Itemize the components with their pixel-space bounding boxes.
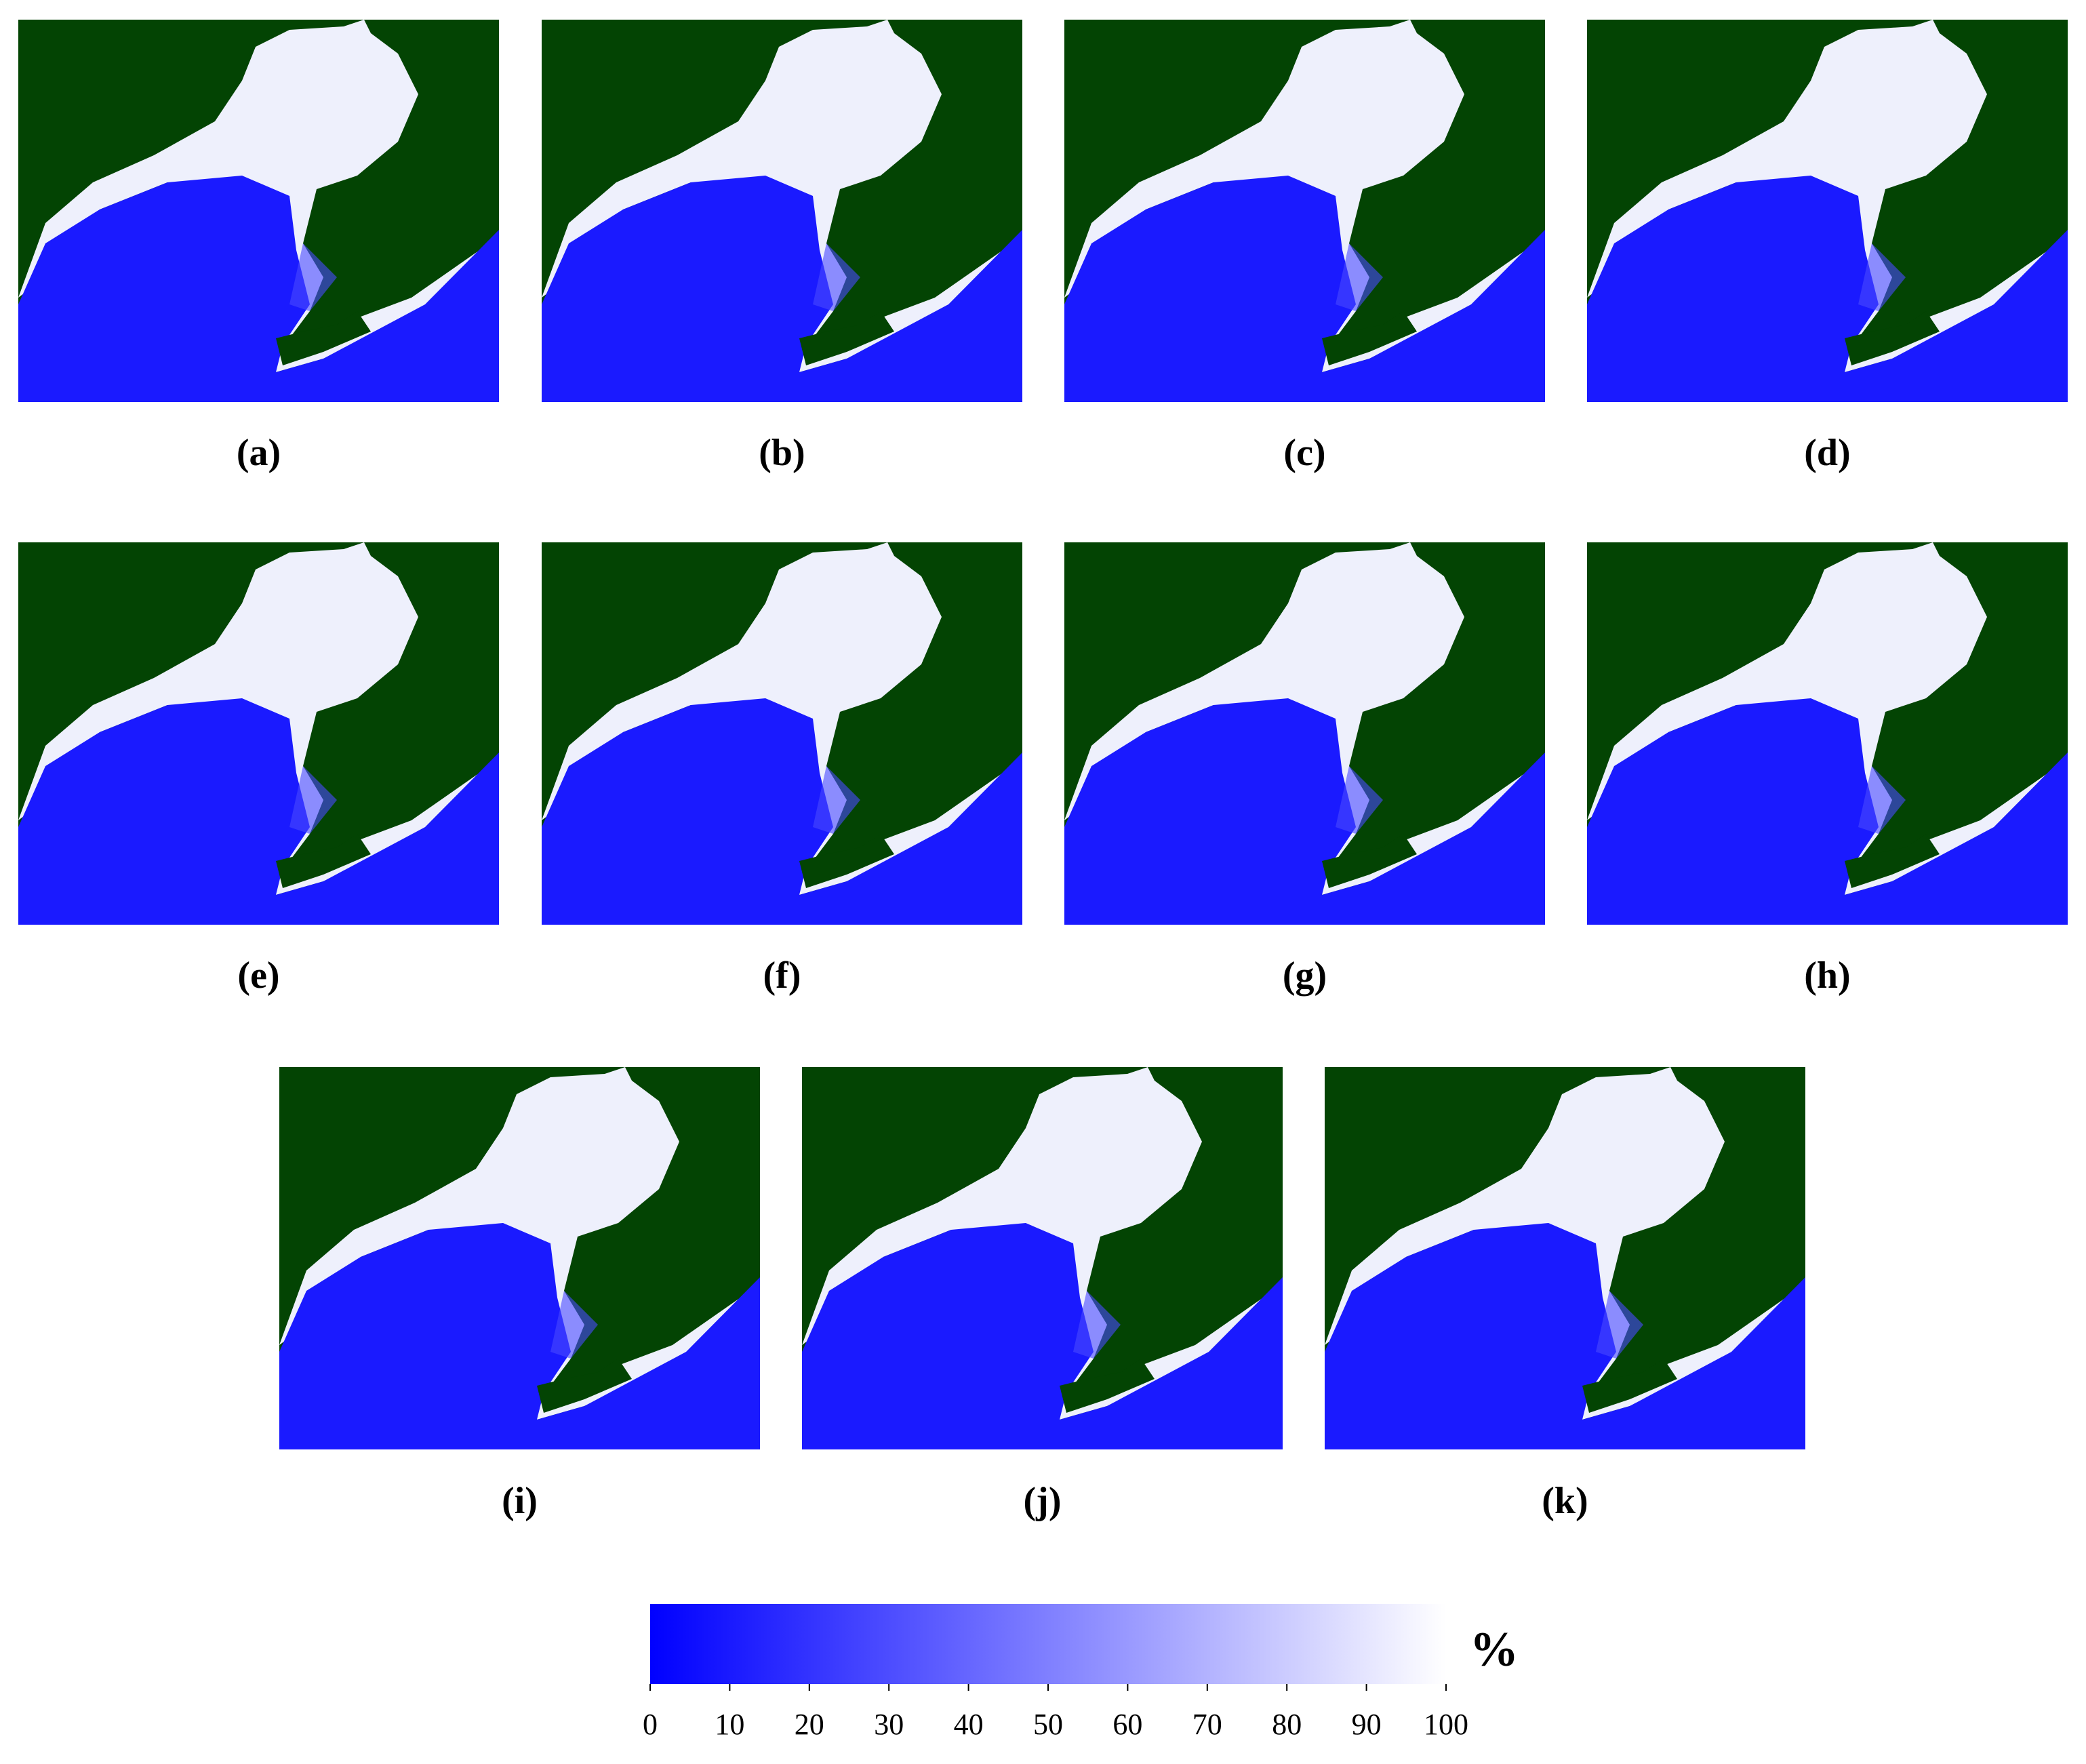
colorbar-tick-label: 60 — [1112, 1708, 1142, 1741]
colorbar-tick-label: 0 — [643, 1708, 658, 1741]
panel-label: (k) — [1542, 1480, 1588, 1522]
map-panel — [18, 20, 499, 402]
colorbar-tick-label: 100 — [1424, 1708, 1468, 1741]
colorbar-tick-label: 50 — [1033, 1708, 1063, 1741]
panel-label: (d) — [1804, 432, 1850, 474]
map-panel — [1064, 542, 1545, 925]
panel-label: (g) — [1283, 955, 1327, 997]
colorbar-tick-label: 40 — [954, 1708, 984, 1741]
map-panel — [1325, 1067, 1805, 1449]
map-panel — [1064, 20, 1545, 402]
panel-label: (j) — [1024, 1480, 1062, 1522]
colorbar-tick-label: 70 — [1192, 1708, 1222, 1741]
colorbar-tick-label: 80 — [1272, 1708, 1302, 1741]
panel-label: (e) — [237, 955, 279, 997]
colorbar-tick-label: 10 — [715, 1708, 744, 1741]
map-panel — [542, 542, 1022, 925]
map-panel — [1587, 542, 2068, 925]
map-panel — [1587, 20, 2068, 402]
map-panel — [279, 1067, 760, 1449]
colorbar-tick-label: 90 — [1352, 1708, 1382, 1741]
colorbar-unit: % — [1470, 1622, 1519, 1677]
panel-label: (h) — [1804, 955, 1850, 997]
panel-label: (i) — [502, 1480, 538, 1522]
map-panel — [18, 542, 499, 925]
panel-label: (c) — [1283, 432, 1325, 474]
map-panel — [802, 1067, 1283, 1449]
map-panel — [542, 20, 1022, 402]
colorbar-tick-label: 20 — [795, 1708, 824, 1741]
panel-label: (f) — [763, 955, 801, 997]
panel-label: (a) — [237, 432, 281, 474]
panel-label: (b) — [759, 432, 805, 474]
colorbar — [650, 1604, 1446, 1684]
colorbar-tick-label: 30 — [874, 1708, 904, 1741]
